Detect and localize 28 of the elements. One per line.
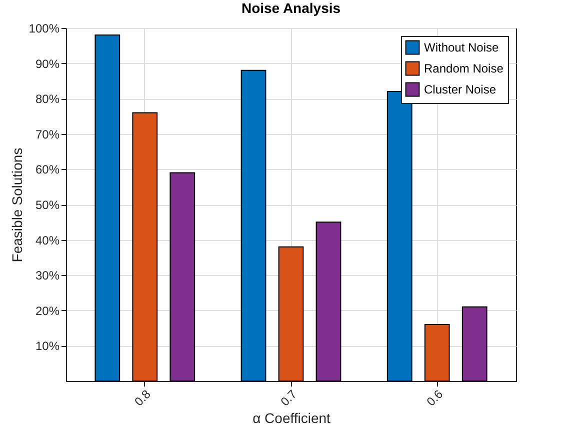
legend-label: Random Noise: [424, 62, 504, 76]
bar: [424, 324, 450, 382]
x-tick-label: 0.7: [278, 386, 300, 409]
legend-label: Without Noise: [424, 40, 500, 54]
y-tick-label: 10%: [35, 339, 60, 354]
y-tick-label: 80%: [35, 92, 60, 106]
bar: [462, 306, 488, 382]
x-tick-label: 0.6: [424, 386, 446, 409]
x-axis-title: α Coefficient: [252, 410, 331, 426]
legend-label: Cluster Noise: [424, 82, 496, 96]
bar: [278, 246, 304, 382]
y-tick-label: 60%: [35, 162, 60, 177]
x-tick-label: 0.8: [132, 386, 154, 409]
y-tick-label: 30%: [35, 268, 60, 283]
bar: [316, 222, 342, 382]
chart-title: Noise Analysis: [241, 0, 341, 16]
bar: [386, 91, 412, 382]
y-tick-label: 50%: [35, 198, 60, 212]
y-tick-label: 100%: [28, 22, 60, 36]
bar: [240, 70, 266, 382]
y-axis-title: Feasible Solutions: [8, 148, 25, 262]
bar: [132, 112, 158, 382]
y-tick-label: 70%: [35, 127, 60, 142]
bar: [94, 34, 120, 382]
y-tick-label: 90%: [35, 56, 60, 71]
bar: [170, 172, 196, 382]
y-tick-label: 20%: [35, 304, 60, 318]
y-tick-label: 40%: [35, 233, 60, 248]
